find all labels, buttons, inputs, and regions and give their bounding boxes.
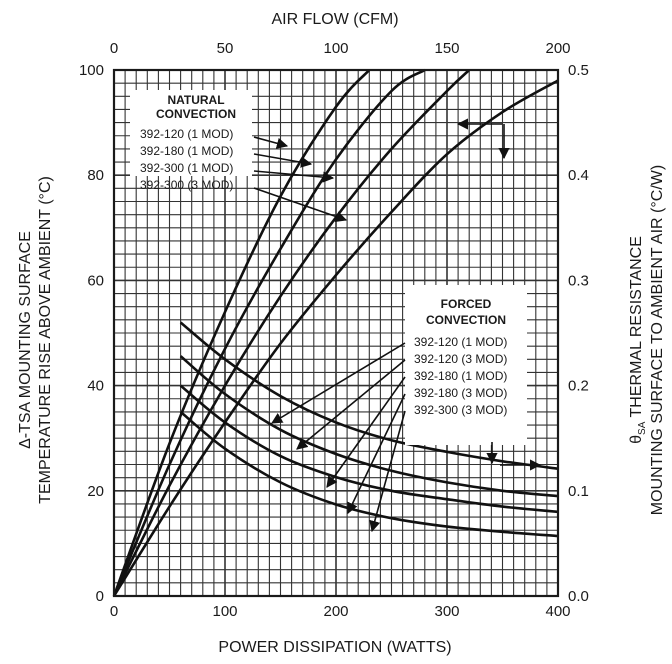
x-tick-label: 200: [323, 603, 348, 620]
x-axis-title: POWER DISSIPATION (WATTS): [218, 639, 451, 656]
forced-callout-arrow: [347, 393, 406, 515]
natural-callout-arrow: [253, 187, 348, 222]
natural-legend-entry: 392-300 (1 MOD): [140, 161, 233, 175]
natural-convection-legend: NATURAL CONVECTION 392-120 (1 MOD) 392-1…: [130, 90, 252, 192]
natural-callout-arrow: [253, 170, 335, 183]
forced-convection-legend: FORCED CONVECTION 392-120 (1 MOD) 392-12…: [405, 285, 527, 445]
right-axis-title-line2: MOUNTING SURFACE TO AMBIENT AIR (°C/W): [649, 165, 666, 515]
forced-callout-arrow: [326, 376, 406, 488]
callout-arrows: [253, 118, 542, 533]
y-tick-label: 100: [79, 62, 104, 79]
forced-callout-arrow: [296, 359, 406, 450]
y-tick-label: 60: [87, 272, 104, 289]
right-axis-sub: SA: [637, 421, 648, 435]
right-axis-theta: θ: [628, 435, 645, 444]
forced-legend-title-line1: FORCED: [441, 297, 492, 311]
forced-legend-title-line2: CONVECTION: [426, 313, 506, 327]
y-axis-title-line1: Δ-TSA MOUNTING SURFACE: [17, 231, 34, 449]
forced-convection-curve: [179, 355, 559, 498]
natural-convection-curve: [112, 69, 371, 597]
forced-legend-entry: 392-120 (1 MOD): [414, 335, 507, 349]
right-tick-label: 0.4: [568, 167, 589, 184]
top-tick-label: 200: [545, 40, 570, 57]
top-tick-label: 0: [110, 40, 118, 57]
natural-callout-arrow: [253, 153, 313, 168]
forced-convection-curve: [179, 410, 559, 538]
top-axis-title: AIR FLOW (CFM): [271, 11, 398, 28]
y-tick-label: 0: [96, 588, 104, 605]
top-tick-label: 100: [323, 40, 348, 57]
natural-convection-curve: [112, 69, 471, 597]
y-tick-label: 80: [87, 167, 104, 184]
right-tick-label: 0.3: [568, 272, 589, 289]
natural-legend-title-line2: CONVECTION: [156, 107, 236, 121]
right-tick-label: 0.1: [568, 483, 589, 500]
forced-legend-entry: 392-180 (3 MOD): [414, 386, 507, 400]
top-tick-label: 50: [217, 40, 234, 57]
x-tick-label: 0: [110, 603, 118, 620]
x-tick-label: 100: [212, 603, 237, 620]
natural-legend-entry: 392-180 (1 MOD): [140, 144, 233, 158]
forced-legend-entry: 392-300 (3 MOD): [414, 403, 507, 417]
right-tick-label: 0.5: [568, 62, 589, 79]
forced-callout-arrow: [271, 342, 406, 424]
y-tick-label: 40: [87, 378, 104, 395]
tick-labels: 0 100 200 300 400 0 50 100 150 200 0 20 40 60 80 100 0.0…: [79, 40, 589, 620]
forced-convection-curve: [179, 384, 559, 514]
y-axis-title-line2: TEMPERATURE RISE ABOVE AMBIENT (°C): [37, 176, 54, 504]
natural-legend-title-line1: NATURAL: [167, 93, 224, 107]
right-axis-rest: THERMAL RESISTANCE: [628, 236, 645, 422]
right-tick-label: 0.0: [568, 588, 589, 605]
y-tick-label: 20: [87, 483, 104, 500]
natural-convection-curve: [112, 68, 426, 597]
forced-legend-entry: 392-180 (1 MOD): [414, 369, 507, 383]
right-tick-label: 0.2: [568, 378, 589, 395]
natural-callout-arrow: [253, 136, 289, 149]
right-axis-title-line1: θSA THERMAL RESISTANCE: [628, 236, 648, 444]
plot-frame: [112, 68, 560, 598]
forced-legend-entry: 392-120 (3 MOD): [414, 352, 507, 366]
top-tick-label: 150: [434, 40, 459, 57]
natural-legend-entry: 392-300 (3 MOD): [140, 178, 233, 192]
forced-callout-arrow: [369, 410, 406, 533]
x-tick-label: 300: [434, 603, 459, 620]
natural-legend-entry: 392-120 (1 MOD): [140, 127, 233, 141]
x-tick-label: 400: [545, 603, 570, 620]
natural-convection-curve: [112, 79, 559, 597]
